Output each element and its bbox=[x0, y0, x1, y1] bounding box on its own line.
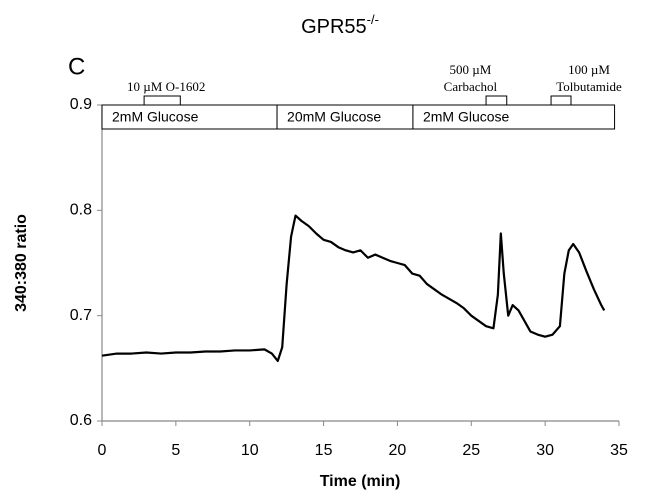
stimulus-box bbox=[550, 95, 572, 106]
y-tick-label: 0.8 bbox=[70, 202, 92, 219]
x-tick-label: 35 bbox=[610, 442, 628, 459]
condition-label: 2mM Glucose bbox=[112, 109, 199, 125]
y-tick-label: 0.7 bbox=[70, 307, 92, 324]
stimulus-label: Carbachol bbox=[444, 79, 498, 94]
stimulus-box bbox=[143, 95, 181, 106]
x-tick-label: 15 bbox=[315, 442, 333, 459]
y-tick-label: 0.6 bbox=[70, 412, 92, 429]
title-main: GPR55 bbox=[301, 16, 367, 38]
trace-line bbox=[101, 214, 606, 363]
x-axis-title: Time (min) bbox=[320, 473, 401, 490]
stimulus-label: 100 µM bbox=[568, 62, 610, 77]
stimulus-label: 500 µM bbox=[449, 62, 491, 77]
x-tick-label: 10 bbox=[241, 442, 259, 459]
y-axis-title: 340:380 ratio bbox=[13, 214, 30, 312]
stimulus-label: Tolbutamide bbox=[556, 79, 622, 94]
condition-label: 20mM Glucose bbox=[287, 109, 381, 125]
chart-title: GPR55-/- bbox=[301, 12, 379, 38]
x-tick-label: 30 bbox=[536, 442, 554, 459]
condition-box bbox=[412, 104, 616, 130]
x-tick-label: 25 bbox=[462, 442, 480, 459]
title-superscript: -/- bbox=[367, 12, 379, 27]
stimulus-box bbox=[485, 95, 508, 106]
stimulus-label: 10 µM O-1602 bbox=[127, 79, 205, 94]
panel-label: C bbox=[68, 53, 85, 80]
y-tick-label: 0.9 bbox=[70, 96, 92, 113]
x-tick-label: 0 bbox=[98, 442, 107, 459]
x-tick-label: 5 bbox=[171, 442, 180, 459]
condition-label: 2mM Glucose bbox=[423, 109, 510, 125]
x-tick-label: 20 bbox=[389, 442, 407, 459]
